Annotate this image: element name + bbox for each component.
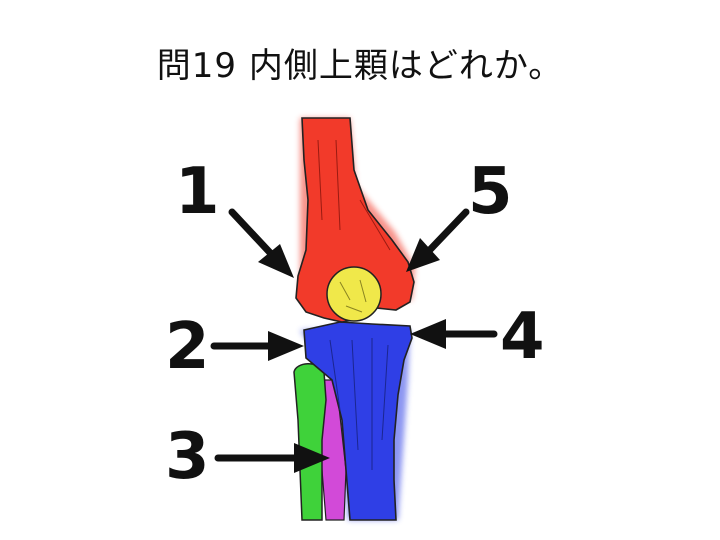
label-5: 5 (468, 155, 513, 229)
tibia-bone (303, 321, 413, 521)
label-4: 4 (500, 300, 545, 374)
arrow-3 (214, 443, 330, 473)
arrow-5 (406, 208, 470, 272)
patella-bone (326, 266, 382, 322)
label-3: 3 (165, 420, 210, 494)
arrow-4 (410, 319, 498, 349)
question-title: 問19 内側上顆はどれか。 (156, 46, 564, 86)
label-2: 2 (165, 310, 210, 384)
label-1: 1 (175, 155, 220, 229)
arrow-1 (228, 208, 294, 278)
fibula-bone (293, 363, 327, 521)
arrow-2 (210, 331, 304, 361)
